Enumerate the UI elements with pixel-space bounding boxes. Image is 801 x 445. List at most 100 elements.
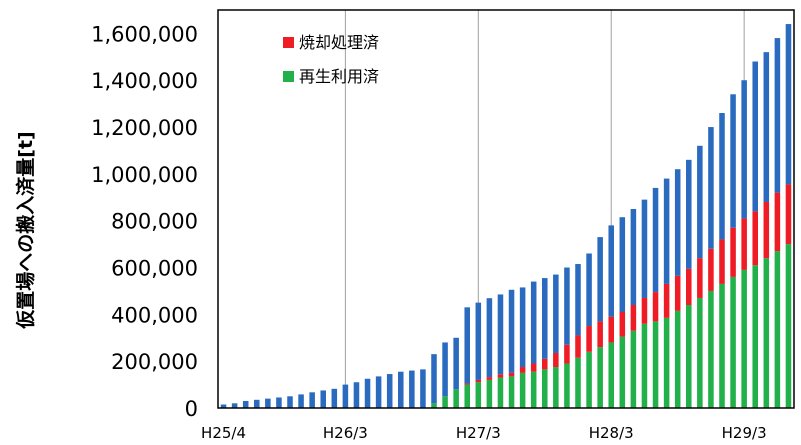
bar-total-remaining bbox=[242, 400, 249, 408]
bar-incinerated bbox=[486, 377, 493, 380]
bar-total-remaining bbox=[719, 113, 725, 240]
bar-recycled bbox=[752, 265, 758, 408]
bar-total-remaining bbox=[674, 169, 681, 276]
bar-recycled bbox=[708, 290, 714, 408]
bar-total-remaining bbox=[309, 392, 315, 408]
bar-incinerated bbox=[508, 372, 515, 377]
x-tick-label: H28/3 bbox=[589, 424, 634, 442]
bar-total-remaining bbox=[785, 24, 792, 185]
bar-total-remaining bbox=[530, 281, 537, 364]
bar-total-remaining bbox=[619, 217, 626, 313]
bar-recycled bbox=[475, 382, 482, 408]
bar-incinerated bbox=[542, 358, 548, 370]
bar-total-remaining bbox=[730, 94, 736, 228]
bar-total-remaining bbox=[375, 376, 382, 408]
bar-recycled bbox=[630, 330, 637, 408]
bar-total-remaining bbox=[265, 398, 271, 408]
bars bbox=[220, 24, 792, 408]
bar-incinerated bbox=[619, 312, 626, 337]
y-axis-ticks: 0 200,000 400,000 600,000 800,000 1,000,000 1,… bbox=[91, 22, 198, 421]
bar-recycled bbox=[774, 251, 781, 408]
bar-recycled bbox=[553, 367, 559, 408]
bar-recycled bbox=[619, 336, 626, 408]
bar-total-remaining bbox=[353, 382, 360, 408]
bar-total-remaining bbox=[553, 274, 559, 353]
bar-recycled bbox=[763, 258, 770, 408]
bar-incinerated bbox=[464, 383, 470, 385]
bar-recycled bbox=[486, 379, 493, 408]
bar-total-remaining bbox=[364, 378, 371, 408]
bar-total-remaining bbox=[386, 374, 393, 408]
bar-total-remaining bbox=[663, 178, 670, 284]
bar-incinerated bbox=[497, 374, 504, 378]
bar-recycled bbox=[719, 283, 725, 408]
bar-recycled bbox=[586, 351, 592, 408]
bar-incinerated bbox=[719, 239, 725, 284]
bar-incinerated bbox=[652, 292, 659, 322]
y-tick-label: 400,000 bbox=[111, 303, 198, 327]
bar-incinerated bbox=[630, 304, 637, 331]
bar-incinerated bbox=[608, 316, 614, 343]
bar-recycled bbox=[453, 389, 459, 408]
bar-incinerated bbox=[475, 379, 482, 383]
bar-total-remaining bbox=[486, 298, 493, 378]
bar-total-remaining bbox=[752, 61, 758, 212]
bar-recycled bbox=[697, 297, 703, 408]
bar-recycled bbox=[564, 363, 570, 408]
bar-recycled bbox=[597, 347, 603, 408]
x-tick-label: H29/3 bbox=[722, 424, 767, 442]
plot-frame bbox=[217, 9, 795, 409]
bar-recycled bbox=[785, 244, 792, 408]
y-tick-label: 600,000 bbox=[111, 257, 198, 281]
bar-incinerated bbox=[763, 201, 770, 259]
bar-total-remaining bbox=[298, 394, 304, 408]
bar-incinerated bbox=[564, 344, 570, 364]
bar-total-remaining bbox=[652, 187, 659, 293]
y-tick-label: 1,200,000 bbox=[91, 116, 198, 140]
bar-total-remaining bbox=[630, 209, 637, 305]
bar-incinerated bbox=[519, 367, 526, 373]
y-tick-label: 1,600,000 bbox=[91, 22, 198, 46]
bar-total-remaining bbox=[464, 307, 470, 384]
y-axis-label: 仮置場への搬入済量[t] bbox=[14, 131, 37, 329]
bar-total-remaining bbox=[586, 253, 592, 327]
x-tick-label: H25/4 bbox=[201, 424, 246, 442]
bar-recycled bbox=[530, 371, 537, 408]
bar-incinerated bbox=[686, 268, 692, 305]
bar-total-remaining bbox=[287, 396, 293, 408]
bar-incinerated bbox=[752, 211, 758, 266]
bar-incinerated bbox=[553, 352, 559, 368]
bar-total-remaining bbox=[564, 267, 570, 345]
bar-recycled bbox=[508, 376, 515, 408]
bar-total-remaining bbox=[763, 52, 770, 202]
bar-recycled bbox=[464, 384, 470, 408]
bar-recycled bbox=[519, 372, 526, 408]
x-axis-ticks: H25/4 H26/3 H27/3 H28/3 H29/3 bbox=[201, 424, 767, 442]
y-tick-label: 800,000 bbox=[111, 210, 198, 234]
bar-incinerated bbox=[597, 321, 603, 348]
bar-total-remaining bbox=[254, 399, 260, 408]
bar-total-remaining bbox=[342, 384, 349, 408]
bar-total-remaining bbox=[575, 264, 581, 336]
bar-total-remaining bbox=[608, 225, 614, 317]
bar-incinerated bbox=[575, 335, 581, 358]
bar-total-remaining bbox=[697, 145, 703, 259]
bar-incinerated bbox=[641, 297, 648, 324]
bar-incinerated bbox=[663, 283, 670, 318]
bar-total-remaining bbox=[774, 38, 781, 193]
bar-recycled bbox=[608, 342, 614, 408]
bar-incinerated bbox=[774, 192, 781, 252]
bar-total-remaining bbox=[398, 371, 404, 408]
bar-total-remaining bbox=[519, 287, 526, 368]
legend-label-recycled: 再生利用済 bbox=[299, 67, 379, 86]
y-tick-label: 1,000,000 bbox=[91, 163, 198, 187]
bar-incinerated bbox=[741, 218, 747, 270]
bar-total-remaining bbox=[431, 354, 437, 404]
legend-label-incinerated: 焼却処理済 bbox=[299, 33, 379, 52]
legend-swatch-recycled bbox=[283, 71, 294, 82]
bar-total-remaining bbox=[641, 199, 648, 298]
legend: 焼却処理済 再生利用済 bbox=[283, 33, 379, 86]
x-tick-label: H26/3 bbox=[323, 424, 368, 442]
bar-total-remaining bbox=[231, 403, 238, 408]
bar-recycled bbox=[686, 304, 692, 408]
